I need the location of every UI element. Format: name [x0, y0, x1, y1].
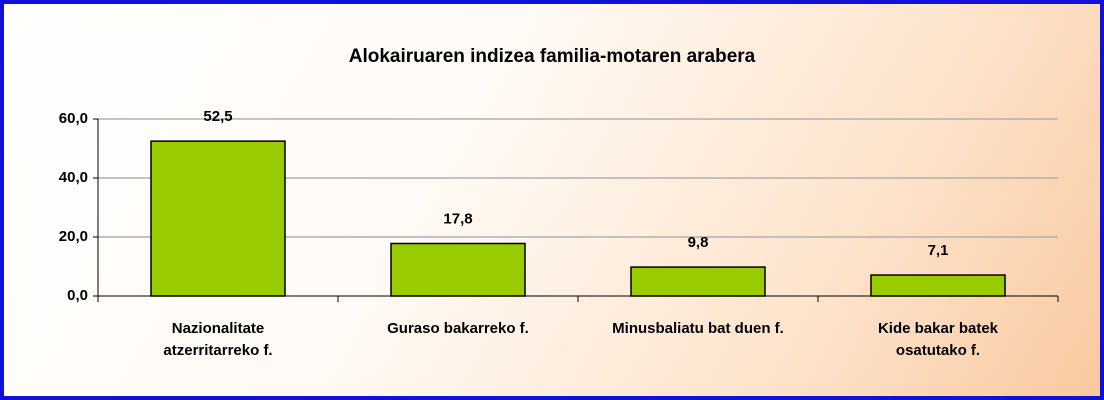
value-label: 52,5	[203, 108, 232, 125]
y-tick-label: 60,0	[59, 110, 88, 127]
bar	[630, 266, 766, 297]
chart: Alokairuaren indizea familia-motaren ara…	[59, 46, 1059, 304]
y-tick-label: 40,0	[59, 169, 88, 186]
y-tick-label: 0,0	[67, 287, 88, 304]
bar	[150, 140, 286, 297]
x-tick-label: Kide bakar batek osatutako f.	[877, 320, 999, 359]
value-label: 17,8	[443, 210, 472, 227]
y-tick-label: 20,0	[59, 228, 88, 245]
bar	[390, 242, 526, 297]
chart-title: Alokairuaren indizea familia-motaren ara…	[349, 46, 756, 67]
x-tick-label: Guraso bakarreko f.	[387, 320, 529, 337]
value-label: 7,1	[928, 242, 949, 259]
x-tick-label: Nazionalitate atzerritarreko f.	[163, 320, 273, 359]
x-tick-label: Minusbaliatu bat duen f.	[612, 320, 784, 337]
bar	[870, 274, 1006, 297]
value-label: 9,8	[688, 234, 709, 251]
